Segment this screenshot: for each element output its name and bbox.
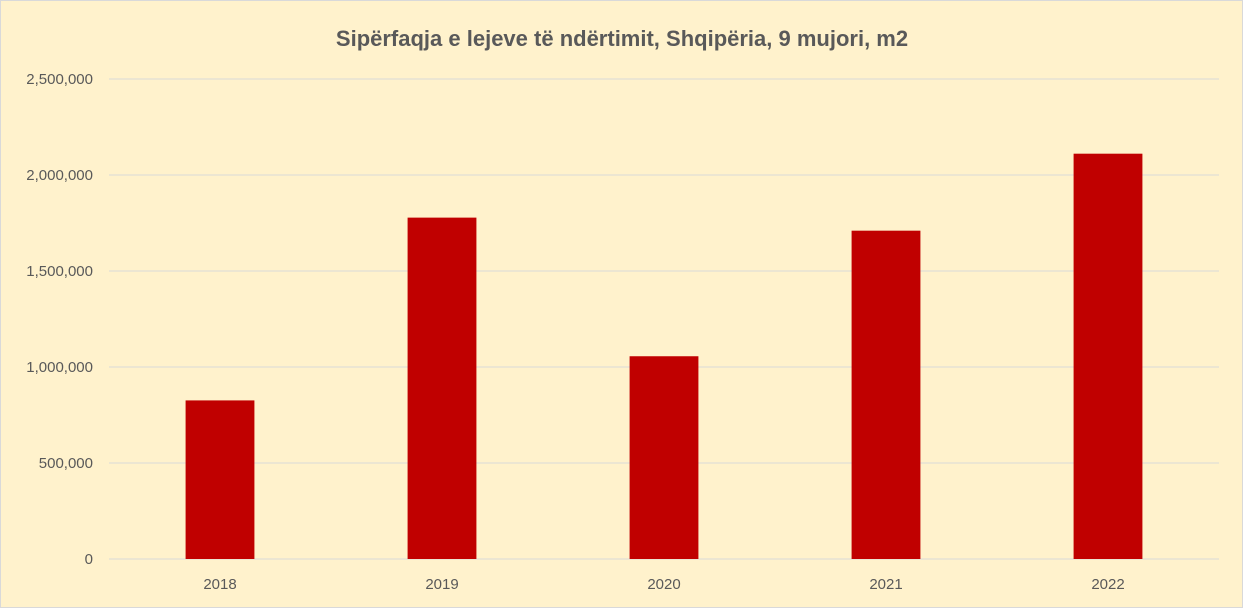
x-tick-label: 2018: [203, 576, 236, 593]
chart-title: Sipërfaqja e lejeve të ndërtimit, Shqipë…: [336, 26, 908, 51]
y-tick-label: 500,000: [39, 455, 93, 472]
bar-2022: [1073, 153, 1143, 560]
y-tick-label: 1,500,000: [26, 263, 93, 280]
bar-2020: [629, 356, 699, 559]
bar-2021: [851, 230, 921, 559]
bars: [185, 153, 1143, 560]
bar-2018: [185, 400, 255, 559]
x-tick-label: 2020: [647, 576, 680, 593]
x-tick-label: 2019: [425, 576, 458, 593]
y-tick-label: 1,000,000: [26, 359, 93, 376]
x-tick-label: 2021: [869, 576, 902, 593]
y-tick-label: 0: [85, 551, 93, 568]
y-axis-tick-labels: 0 500,000 1,000,000 1,500,000 2,000,000 2,500…: [26, 71, 93, 568]
bar-2019: [407, 217, 477, 559]
x-axis-tick-labels: 2018 2019 2020 2021 2022: [203, 576, 1124, 593]
y-tick-label: 2,000,000: [26, 167, 93, 184]
y-tick-label: 2,500,000: [26, 71, 93, 88]
x-tick-label: 2022: [1091, 576, 1124, 593]
